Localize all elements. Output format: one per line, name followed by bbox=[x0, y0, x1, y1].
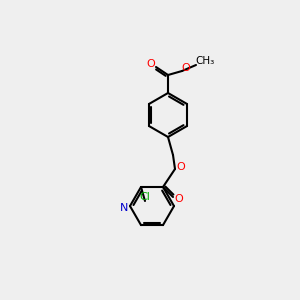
Text: N: N bbox=[120, 203, 128, 213]
Text: O: O bbox=[147, 59, 155, 69]
Text: O: O bbox=[182, 63, 190, 73]
Text: Cl: Cl bbox=[140, 192, 150, 202]
Text: CH₃: CH₃ bbox=[195, 56, 214, 66]
Text: O: O bbox=[177, 162, 185, 172]
Text: O: O bbox=[175, 194, 183, 204]
